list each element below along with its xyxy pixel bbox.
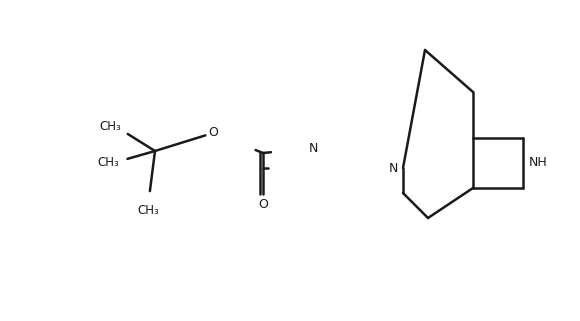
Text: CH₃: CH₃ bbox=[99, 119, 121, 133]
Text: O: O bbox=[258, 197, 268, 211]
Text: CH₃: CH₃ bbox=[137, 204, 159, 218]
Text: N: N bbox=[389, 161, 398, 175]
Text: CH₃: CH₃ bbox=[97, 157, 119, 169]
Text: NH: NH bbox=[528, 157, 548, 169]
Text: N: N bbox=[309, 142, 318, 154]
Text: O: O bbox=[208, 126, 218, 140]
